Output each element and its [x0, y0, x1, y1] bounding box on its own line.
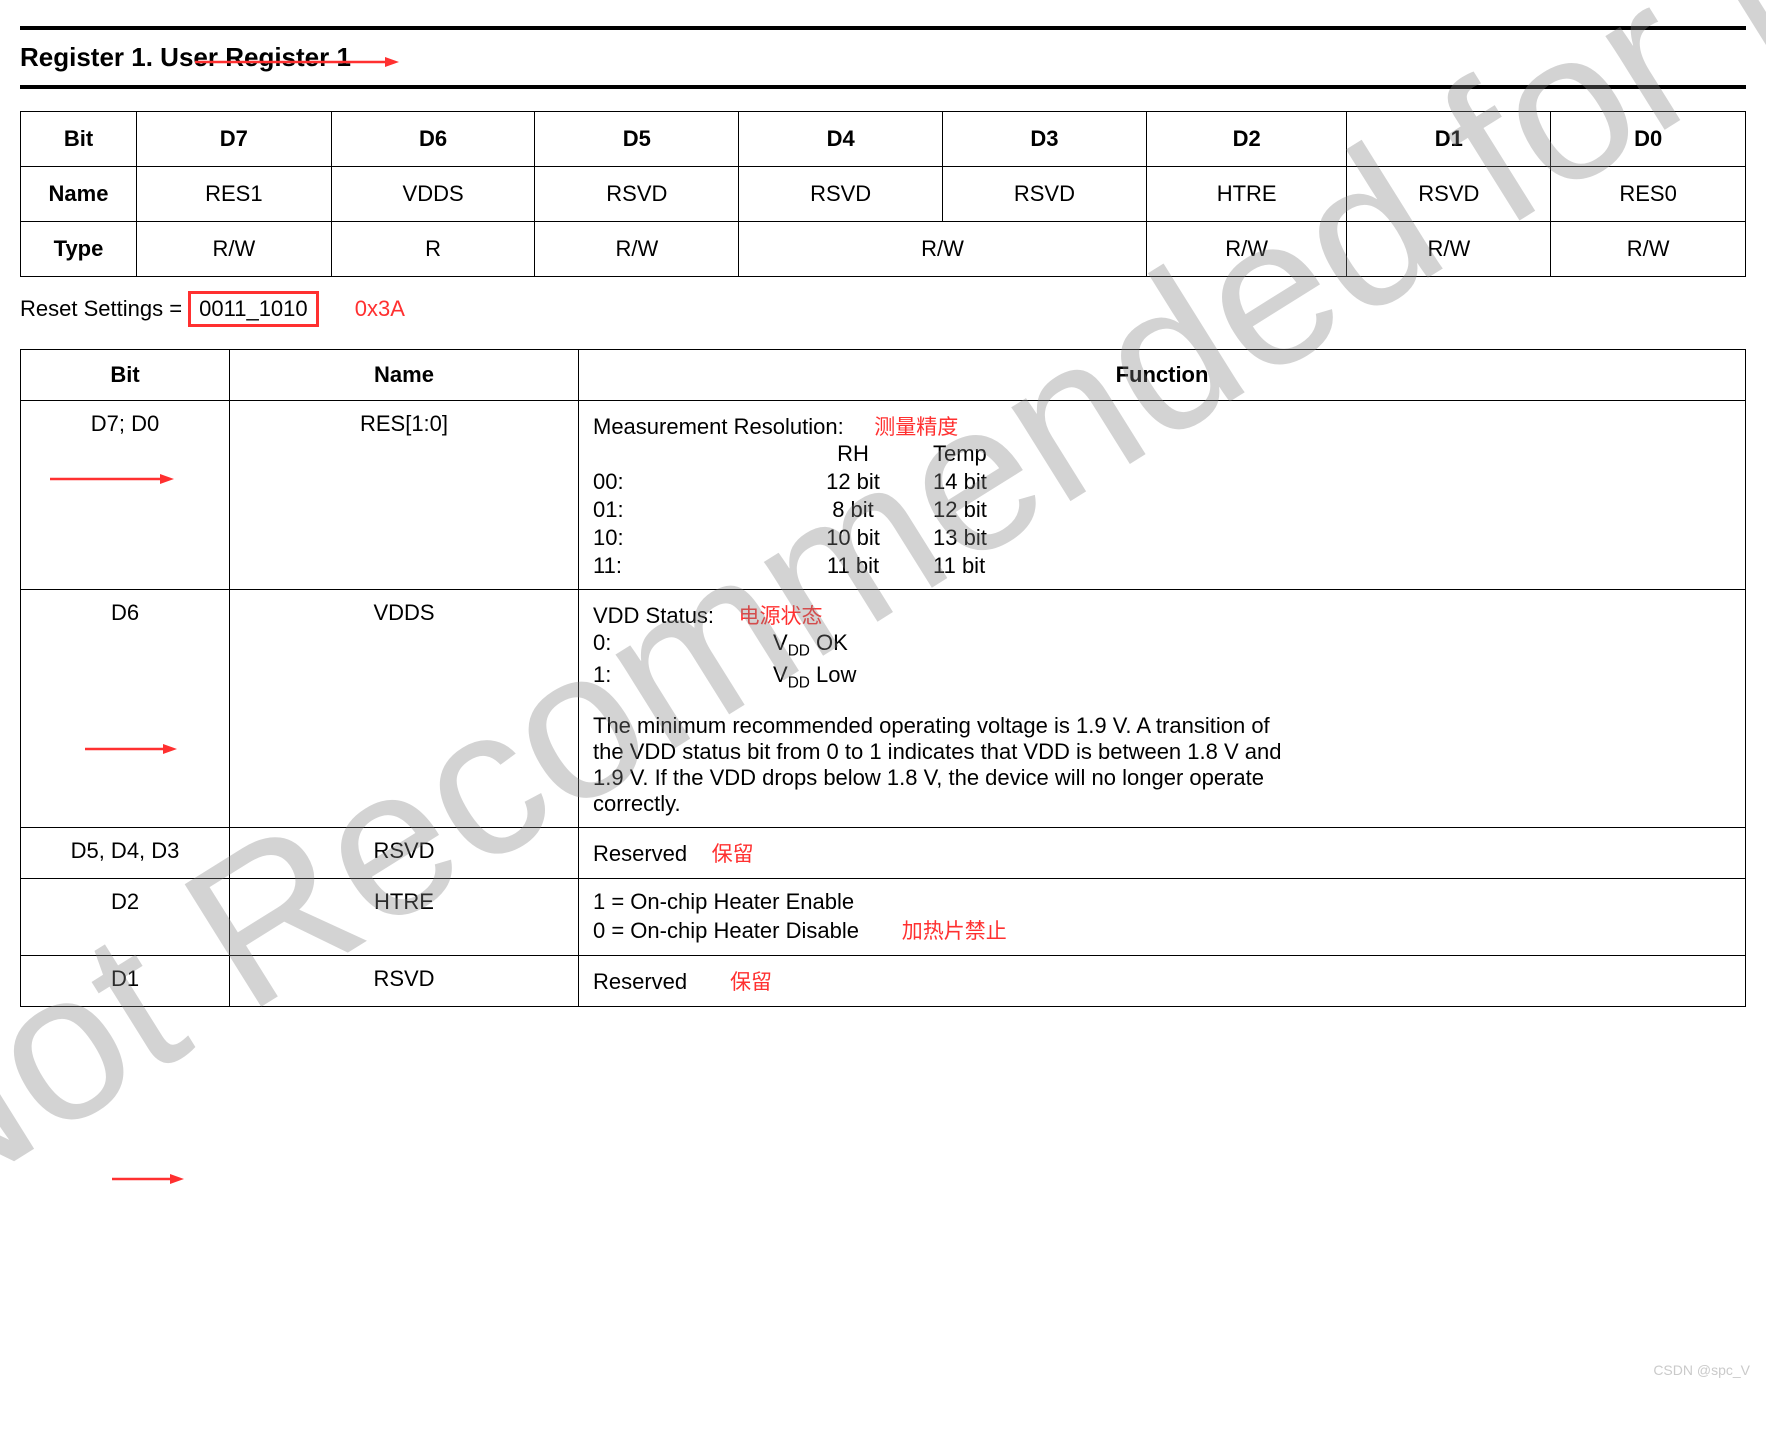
reset-hex: 0x3A	[355, 296, 405, 322]
name-d0: RES0	[1551, 167, 1746, 222]
r0-l3r: 11 bit	[773, 553, 933, 579]
r1-grid: 0: VDD OK 1: VDD Low	[593, 630, 1731, 693]
r4-func: Reserved 保留	[579, 955, 1746, 1006]
r3-note: 加热片禁止	[902, 920, 1007, 943]
r0-grid: RHTemp 00:12 bit14 bit 01:8 bit12 bit 10…	[593, 441, 1731, 579]
type-d5: R/W	[535, 222, 739, 277]
r0-title: Measurement Resolution:	[593, 414, 844, 439]
bitmap-h3: D5	[535, 112, 739, 167]
fh-func: Function	[579, 350, 1746, 401]
func-row-htre: D2 HTRE 1 = On-chip Heater Enable 0 = On…	[21, 878, 1746, 955]
bitmap-type-row: Type R/W R R/W R/W R/W R/W R/W	[21, 222, 1746, 277]
type-d0: R/W	[1551, 222, 1746, 277]
fh-name: Name	[230, 350, 579, 401]
r0-l2t: 13 bit	[933, 525, 1093, 551]
r1-l1c: 1:	[593, 662, 773, 692]
r4-note: 保留	[730, 971, 772, 994]
bitmap-h8: D0	[1551, 112, 1746, 167]
type-d1: R/W	[1347, 222, 1551, 277]
r3-l0: 0 = On-chip Heater Disable	[593, 918, 859, 943]
bitmap-h0: Bit	[21, 112, 137, 167]
r2-name: RSVD	[230, 827, 579, 878]
r0-l3c: 11:	[593, 553, 773, 579]
r1-l0v: VDD OK	[773, 630, 1731, 660]
name-d7: RES1	[137, 167, 332, 222]
r0-l2r: 10 bit	[773, 525, 933, 551]
r1-para: The minimum recommended operating voltag…	[593, 713, 1293, 817]
r4-name: RSVD	[230, 955, 579, 1006]
r0-bit: D7; D0	[21, 401, 230, 590]
r0-l2c: 10:	[593, 525, 773, 551]
reset-settings: Reset Settings = 0011_1010 0x3A	[20, 291, 1746, 327]
name-d4: RSVD	[739, 167, 943, 222]
r0-note: 测量精度	[874, 416, 958, 439]
csdn-watermark: CSDN @spc_V	[1653, 1362, 1750, 1378]
r0-l1r: 8 bit	[773, 497, 933, 523]
type-d4d3: R/W	[739, 222, 1147, 277]
func-row-res: D7; D0 RES[1:0] Measurement Resolution: …	[21, 401, 1746, 590]
r0-func: Measurement Resolution: 测量精度 RHTemp 00:1…	[579, 401, 1746, 590]
r2-note: 保留	[712, 843, 754, 866]
reset-label: Reset Settings =	[20, 296, 188, 321]
func-row-rsvd543: D5, D4, D3 RSVD Reserved 保留	[21, 827, 1746, 878]
r3-l1: 1 = On-chip Heater Enable	[593, 889, 1731, 915]
rule-top	[20, 26, 1746, 30]
r0-l0t: 14 bit	[933, 469, 1093, 495]
r1-func: VDD Status: 电源状态 0: VDD OK 1: VDD Low Th…	[579, 590, 1746, 828]
r0-l0r: 12 bit	[773, 469, 933, 495]
r1-name: VDDS	[230, 590, 579, 828]
name-d1: RSVD	[1347, 167, 1551, 222]
name-d6: VDDS	[331, 167, 535, 222]
arrow-icon	[112, 1171, 186, 1187]
bit-map-table: Bit D7 D6 D5 D4 D3 D2 D1 D0 Name RES1 VD…	[20, 111, 1746, 277]
name-d5: RSVD	[535, 167, 739, 222]
bitmap-h4: D4	[739, 112, 943, 167]
reset-value: 0011_1010	[188, 291, 319, 327]
r0-l1c: 01:	[593, 497, 773, 523]
type-d7: R/W	[137, 222, 332, 277]
func-row-vdds: D6 VDDS VDD Status: 电源状态 0: VDD OK 1: VD…	[21, 590, 1746, 828]
name-d3: RSVD	[943, 167, 1147, 222]
r3-bit: D2	[21, 878, 230, 955]
type-row-label: Type	[21, 222, 137, 277]
r0-l3t: 11 bit	[933, 553, 1093, 579]
bitmap-h6: D2	[1146, 112, 1347, 167]
r1-bit: D6	[21, 590, 230, 828]
fh-bit: Bit	[21, 350, 230, 401]
type-d6: R	[331, 222, 535, 277]
name-d2: HTRE	[1146, 167, 1347, 222]
register-title: Register 1. User Register 1	[20, 38, 1746, 77]
r1-note: 电源状态	[739, 605, 823, 628]
bitmap-header-row: Bit D7 D6 D5 D4 D3 D2 D1 D0	[21, 112, 1746, 167]
bitmap-h1: D7	[137, 112, 332, 167]
function-table: Bit Name Function D7; D0 RES[1:0] Measur…	[20, 349, 1746, 1007]
bitmap-h7: D1	[1347, 112, 1551, 167]
r0-col-rh: RH	[773, 441, 933, 467]
r1-l1v: VDD Low	[773, 662, 1731, 692]
func-header: Bit Name Function	[21, 350, 1746, 401]
r4-text: Reserved	[593, 969, 687, 994]
func-row-rsvd1: D1 RSVD Reserved 保留	[21, 955, 1746, 1006]
bitmap-name-row: Name RES1 VDDS RSVD RSVD RSVD HTRE RSVD …	[21, 167, 1746, 222]
r2-bit: D5, D4, D3	[21, 827, 230, 878]
bitmap-h2: D6	[331, 112, 535, 167]
r4-bit: D1	[21, 955, 230, 1006]
name-row-label: Name	[21, 167, 137, 222]
r0-name: RES[1:0]	[230, 401, 579, 590]
type-d2: R/W	[1146, 222, 1347, 277]
bitmap-h5: D3	[943, 112, 1147, 167]
r0-l0c: 00:	[593, 469, 773, 495]
r1-title: VDD Status:	[593, 603, 714, 628]
r0-l1t: 12 bit	[933, 497, 1093, 523]
r2-text: Reserved	[593, 841, 687, 866]
r3-l0-wrap: 0 = On-chip Heater Disable 加热片禁止	[593, 915, 1731, 945]
r3-name: HTRE	[230, 878, 579, 955]
r2-func: Reserved 保留	[579, 827, 1746, 878]
r3-func: 1 = On-chip Heater Enable 0 = On-chip He…	[579, 878, 1746, 955]
r0-col-temp: Temp	[933, 441, 1093, 467]
rule-mid	[20, 85, 1746, 89]
r1-l0c: 0:	[593, 630, 773, 660]
